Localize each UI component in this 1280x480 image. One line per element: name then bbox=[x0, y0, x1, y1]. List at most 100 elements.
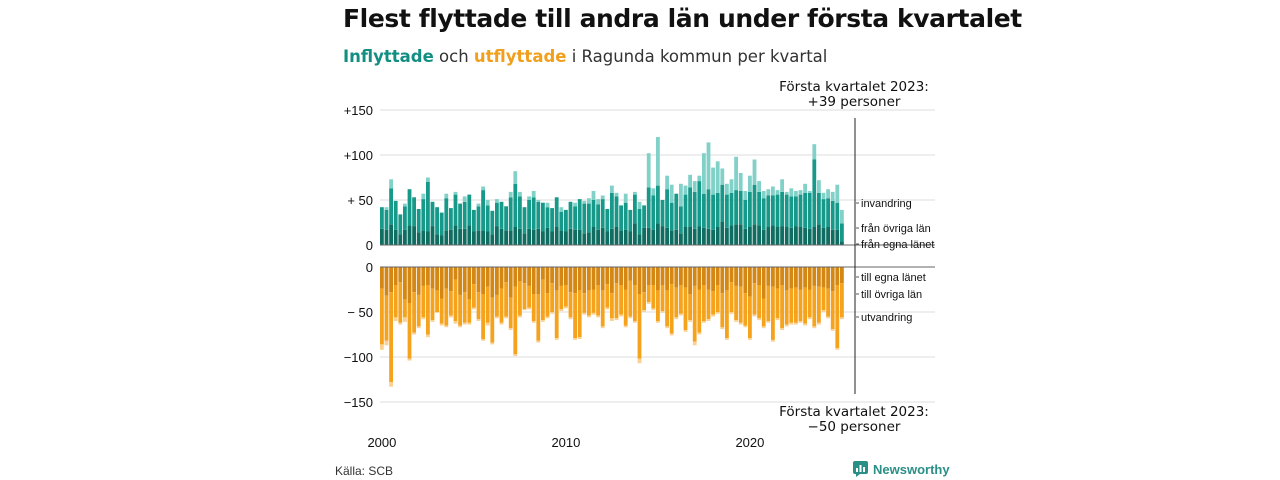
bar-inflow bbox=[688, 174, 692, 188]
bar-inflow bbox=[835, 202, 840, 230]
bar-outflow bbox=[398, 322, 403, 325]
bar-inflow bbox=[435, 207, 439, 235]
bar-outflow bbox=[683, 267, 688, 288]
bar-outflow bbox=[495, 294, 499, 317]
bar-outflow bbox=[495, 316, 499, 319]
x-tick-label: 2000 bbox=[367, 435, 396, 450]
bar-inflow bbox=[826, 189, 830, 199]
bar-outflow bbox=[536, 294, 541, 341]
bar-inflow bbox=[403, 229, 407, 245]
bar-outflow bbox=[826, 316, 830, 319]
bar-outflow bbox=[545, 293, 550, 317]
bar-outflow bbox=[784, 324, 789, 327]
bar-inflow bbox=[504, 206, 508, 231]
newsworthy-logo[interactable]: Newsworthy bbox=[853, 461, 950, 477]
bar-inflow bbox=[697, 181, 702, 227]
bar-inflow bbox=[554, 227, 559, 245]
bar-outflow bbox=[559, 285, 564, 310]
bar-outflow bbox=[706, 289, 711, 320]
bar-inflow bbox=[398, 214, 403, 235]
bar-outflow bbox=[826, 267, 830, 289]
bar-inflow bbox=[559, 207, 564, 212]
bar-inflow bbox=[619, 205, 623, 231]
x-tick-label: 2010 bbox=[551, 435, 580, 450]
bar-outflow bbox=[384, 267, 389, 296]
bar-inflow bbox=[789, 188, 794, 197]
bar-inflow bbox=[499, 228, 504, 245]
bar-inflow bbox=[692, 181, 697, 192]
bar-outflow bbox=[738, 286, 743, 323]
bar-outflow bbox=[729, 282, 734, 312]
bar-inflow bbox=[522, 207, 527, 234]
bar-inflow bbox=[784, 191, 789, 195]
bar-outflow bbox=[633, 267, 637, 285]
bar-outflow bbox=[633, 321, 637, 323]
bar-outflow bbox=[573, 338, 577, 340]
bar-outflow bbox=[729, 312, 734, 314]
bar-outflow bbox=[610, 293, 614, 319]
bar-outflow bbox=[398, 282, 403, 323]
bar-inflow bbox=[587, 198, 591, 204]
bar-inflow bbox=[453, 194, 458, 226]
bar-outflow bbox=[426, 334, 430, 338]
bar-outflow bbox=[499, 322, 504, 325]
bar-inflow bbox=[821, 192, 826, 200]
bar-inflow bbox=[407, 189, 412, 226]
bar-outflow bbox=[821, 287, 826, 311]
bar-outflow bbox=[485, 322, 490, 326]
bar-outflow bbox=[522, 309, 527, 311]
bar-inflow bbox=[688, 227, 692, 245]
bar-inflow bbox=[780, 191, 784, 227]
bar-inflow bbox=[527, 196, 531, 200]
chart-subtitle: Inflyttade och utflyttade i Ragunda komm… bbox=[343, 47, 827, 66]
bar-outflow bbox=[651, 267, 656, 285]
bar-inflow bbox=[633, 223, 637, 245]
bar-inflow bbox=[490, 234, 495, 245]
bar-outflow bbox=[715, 312, 720, 314]
bar-outflow bbox=[619, 267, 623, 285]
bar-outflow bbox=[761, 298, 766, 327]
bar-inflow bbox=[775, 194, 780, 227]
bar-inflow bbox=[508, 230, 513, 245]
bar-inflow bbox=[761, 229, 766, 245]
callout-bottom-line2: −50 personer bbox=[808, 419, 901, 435]
bar-inflow bbox=[771, 186, 775, 196]
bar-outflow bbox=[720, 293, 725, 328]
bar-outflow bbox=[688, 267, 692, 294]
bar-inflow bbox=[568, 228, 573, 245]
bar-outflow bbox=[531, 321, 536, 323]
bar-inflow bbox=[766, 189, 771, 196]
bar-outflow bbox=[646, 302, 651, 304]
bar-outflow bbox=[798, 321, 803, 323]
bar-inflow bbox=[472, 209, 476, 232]
bar-outflow bbox=[702, 285, 706, 321]
bar-inflow bbox=[656, 185, 660, 224]
bar-outflow bbox=[725, 267, 729, 291]
bar-outflow bbox=[679, 285, 683, 314]
bar-outflow bbox=[508, 297, 513, 329]
bar-inflow bbox=[646, 227, 651, 245]
bar-inflow bbox=[458, 203, 462, 229]
bar-inflow bbox=[761, 191, 766, 199]
bar-outflow bbox=[412, 292, 416, 333]
bar-inflow bbox=[706, 228, 711, 245]
bar-inflow bbox=[508, 191, 513, 198]
bar-inflow bbox=[817, 224, 821, 245]
bar-outflow bbox=[504, 267, 508, 283]
bar-outflow bbox=[798, 289, 803, 321]
bar-inflow bbox=[683, 227, 688, 245]
bar-outflow bbox=[527, 307, 531, 310]
bar-outflow bbox=[623, 289, 628, 326]
bar-outflow bbox=[642, 292, 646, 311]
bar-outflow bbox=[674, 317, 679, 320]
bar-outflow bbox=[835, 267, 840, 285]
bar-inflow bbox=[453, 191, 458, 195]
bar-outflow bbox=[600, 326, 605, 329]
bar-outflow bbox=[623, 267, 628, 290]
bar-inflow bbox=[600, 227, 605, 245]
bar-outflow bbox=[757, 318, 761, 321]
bar-inflow bbox=[564, 231, 568, 245]
bar-outflow bbox=[683, 287, 688, 330]
bar-outflow bbox=[559, 309, 564, 312]
bar-outflow bbox=[564, 285, 568, 307]
